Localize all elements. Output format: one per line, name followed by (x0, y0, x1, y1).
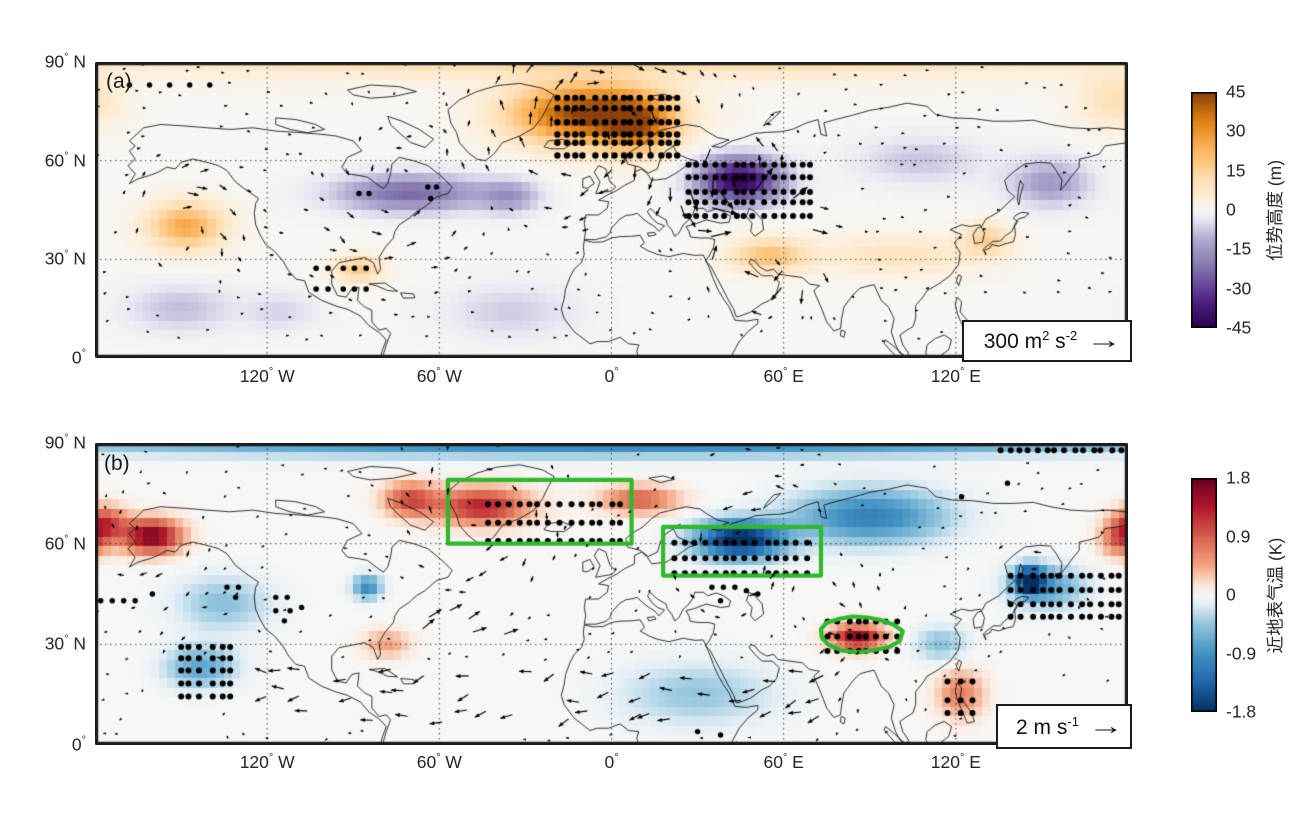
panel-a-label: (a) (106, 70, 132, 93)
colorbar-tick-label: -15 (1226, 238, 1252, 259)
x-tick-label: 120° E (930, 752, 981, 772)
x-tick-label: 120° W (239, 752, 295, 772)
reference-vector-label: 2 m s-1 (1016, 713, 1079, 739)
x-tick-label: 120° W (239, 366, 295, 386)
y-tick-label: 60° N (44, 533, 86, 554)
colorbar-tick-label: -30 (1226, 278, 1252, 299)
colorbar-a-label-wrap: 位势高度 (m) (1258, 92, 1292, 328)
y-tick-label: 90° N (44, 51, 86, 72)
x-tick-label: 60° W (416, 752, 462, 772)
panel-b-reference-vector-box: 2 m s-1 → (996, 704, 1132, 749)
colorbar-tick-label: 1.8 (1226, 467, 1251, 488)
y-tick-label: 60° N (44, 150, 86, 171)
colorbar-tick-label: 45 (1226, 81, 1246, 102)
colorbar-b (1191, 478, 1217, 712)
colorbar-tick-label: -0.9 (1226, 643, 1257, 663)
y-tick-label: 30° N (44, 248, 86, 269)
colorbar-tick-label: 0 (1226, 199, 1236, 220)
reference-vector-label: 300 m2 s-2 (983, 328, 1078, 353)
x-tick-label: 60° E (763, 366, 804, 386)
y-tick-label: 90° N (44, 432, 86, 453)
colorbar-tick-label: 30 (1226, 120, 1246, 141)
colorbar-a-label: 位势高度 (m) (1265, 159, 1286, 261)
reference-arrow-icon: → (1086, 327, 1123, 354)
map-panel-b-canvas (95, 443, 1128, 745)
y-tick-label: 0° (71, 347, 86, 368)
reference-arrow-icon: → (1087, 712, 1124, 740)
map-panel-a-canvas (95, 62, 1128, 358)
colorbar-tick-label: -1.8 (1226, 701, 1257, 722)
x-tick-label: 0° (604, 752, 619, 772)
panel-a-reference-vector-box: 300 m2 s-2 → (962, 320, 1132, 362)
x-tick-label: 60° E (763, 752, 804, 772)
colorbar-b-label-wrap: 近地表气温 (K) (1258, 478, 1292, 712)
x-tick-label: 60° W (416, 366, 462, 386)
colorbar-tick-label: -45 (1226, 317, 1252, 338)
colorbar-tick-label: 0.9 (1226, 526, 1251, 546)
panel-b-label: (b) (104, 452, 130, 475)
y-tick-label: 30° N (44, 633, 86, 654)
x-tick-label: 120° E (930, 366, 981, 386)
colorbar-tick-label: 15 (1226, 160, 1246, 181)
y-tick-label: 0° (71, 734, 86, 755)
colorbar-b-label: 近地表气温 (K) (1265, 537, 1286, 653)
colorbar-tick-label: 0 (1226, 584, 1236, 605)
colorbar-a (1191, 92, 1217, 328)
x-tick-label: 0° (604, 366, 619, 386)
